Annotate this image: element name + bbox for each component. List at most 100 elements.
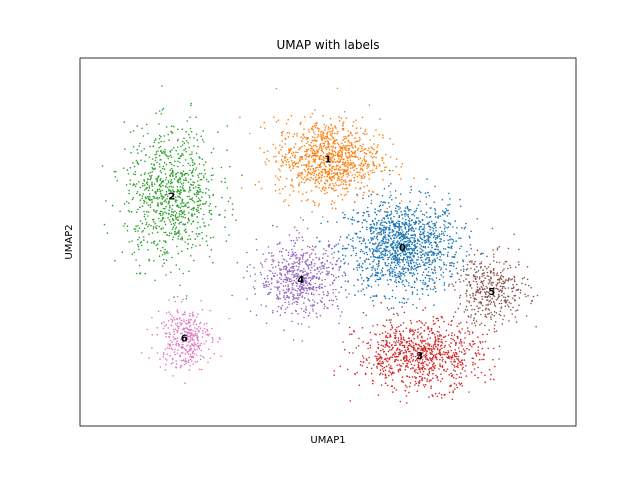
point [373,259,376,261]
point [325,157,328,159]
point [292,190,295,192]
point [299,275,301,278]
point [186,202,188,204]
point [320,176,323,179]
point [402,330,405,333]
point [362,143,365,146]
point [288,234,291,236]
point [319,173,321,175]
point [402,258,405,260]
point [403,210,406,212]
point [384,346,386,348]
point [490,276,492,279]
point [364,130,366,133]
point [402,279,404,282]
point [382,217,385,219]
point [294,242,297,244]
point [317,166,319,169]
point [326,307,328,309]
point [390,262,393,264]
point [307,171,310,173]
point [368,356,371,359]
point [362,197,364,200]
point [381,250,384,253]
point [398,226,400,228]
point [323,123,326,126]
point [406,230,408,233]
point [163,161,166,164]
point [394,273,396,276]
point [137,152,139,154]
point [341,311,343,313]
point [308,162,311,165]
point [434,341,436,344]
point [145,221,148,224]
point [285,122,288,125]
point [339,159,342,161]
point [402,231,404,233]
point [308,299,311,302]
point [394,351,396,354]
point [419,357,422,360]
point [138,264,141,267]
point [425,240,428,243]
point [350,143,353,145]
point [405,301,408,304]
point [395,165,398,168]
point [321,297,324,299]
point [261,264,263,266]
point [302,134,305,136]
point [449,270,451,273]
point [403,346,406,349]
point [374,269,377,272]
point [160,227,162,230]
point [420,341,423,343]
point [160,113,163,115]
point [156,231,159,234]
point [174,230,176,233]
point [513,276,516,279]
point [354,247,357,249]
point [341,151,343,154]
point [447,251,449,254]
point [468,235,471,238]
point [170,215,172,218]
point [307,198,309,201]
point [501,294,503,297]
point [354,146,357,149]
point [385,365,388,368]
point [384,226,387,229]
point [311,112,314,115]
point [276,297,278,300]
point [428,370,431,373]
point [342,172,344,175]
point [150,163,153,165]
point [171,213,173,216]
point [203,169,206,171]
point [317,130,320,132]
point [394,328,397,331]
point [385,354,388,356]
point [424,268,427,271]
point [288,132,291,134]
point [424,264,426,267]
point [391,231,393,233]
point [434,260,436,263]
point [179,207,182,209]
point [309,276,312,279]
point [306,155,308,158]
point [405,261,408,264]
point [340,117,343,119]
point [478,302,480,304]
point [462,268,465,270]
point [145,197,147,200]
point [355,347,358,349]
point [155,178,157,180]
point [446,254,449,256]
point [411,293,414,296]
point [147,172,150,175]
point [188,206,190,208]
point [389,244,392,246]
point [301,270,304,272]
point [255,238,258,241]
